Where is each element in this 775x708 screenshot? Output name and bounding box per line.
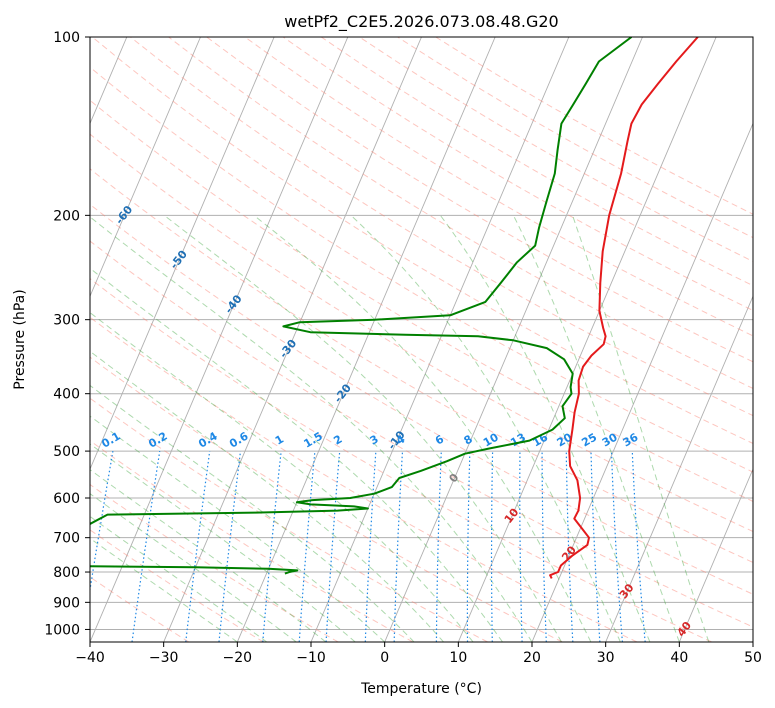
- mixing-ratio-line: [218, 451, 242, 642]
- dry-adiabat-line: [91, 37, 753, 445]
- y-tick-label: 200: [53, 208, 80, 224]
- moist-adiabat-line: [90, 493, 297, 642]
- dry-adiabat-line: [90, 99, 753, 502]
- isotherm-line: [163, 37, 422, 642]
- moist-adiabat-line: [90, 267, 503, 642]
- moist-adiabat-line: [90, 350, 444, 642]
- y-tick-label: 100: [53, 30, 80, 46]
- x-tick-label: −40: [75, 650, 105, 666]
- isotherm-line: [90, 37, 275, 471]
- y-tick-label: 600: [53, 491, 80, 507]
- moist-adiabat-line: [90, 311, 474, 642]
- x-tick-label: 20: [523, 650, 541, 666]
- isotherm-line: [531, 122, 753, 642]
- pressure-gridlines: [90, 37, 753, 630]
- isotherm-line: [605, 295, 753, 642]
- x-tick-label: −10: [296, 650, 326, 666]
- y-tick-label: 1000: [44, 622, 80, 638]
- x-tick-label: 40: [670, 650, 688, 666]
- y-tick-label: 300: [53, 313, 80, 329]
- isotherm-line: [90, 37, 201, 298]
- x-tick-label: −30: [149, 650, 179, 666]
- moist-adiabat-line: [163, 214, 562, 642]
- moist-adiabat-line: [90, 537, 238, 642]
- mixing-ratio-line: [298, 451, 316, 642]
- dry-adiabat-line: [168, 37, 753, 389]
- x-tick-label: 50: [744, 650, 762, 666]
- dewpoint-profile: [90, 37, 633, 575]
- dry-adiabat-line: [90, 278, 712, 642]
- dry-adiabat-line: [90, 483, 339, 642]
- dry-adiabat-line: [130, 37, 753, 417]
- isotherm-line: [236, 37, 496, 642]
- x-tick-label: 0: [380, 650, 389, 666]
- y-tick-label: 900: [53, 595, 80, 611]
- y-axis-label: Pressure (hPa): [12, 289, 28, 389]
- isotherms: [90, 37, 753, 642]
- mixing-ratio-line: [131, 451, 161, 642]
- profile-series: [90, 37, 699, 579]
- dry-adiabat-line: [90, 240, 753, 628]
- moist-adiabats: [90, 214, 710, 642]
- dry-adiabat-line: [244, 37, 753, 337]
- x-tick-label: −20: [223, 650, 253, 666]
- dry-adiabat-line: [90, 133, 753, 533]
- isotherm-line: [310, 37, 570, 642]
- x-tick-label: 30: [597, 650, 615, 666]
- moist-adiabat-line: [253, 214, 592, 642]
- y-tick-label: 800: [53, 565, 80, 581]
- moist-adiabat-line: [90, 216, 533, 642]
- dry-adiabat-line: [90, 529, 264, 642]
- x-axis-label: Temperature (°C): [360, 681, 482, 697]
- moist-adiabat-line: [90, 443, 356, 642]
- mixing-ratio-lines: [90, 450, 646, 642]
- x-tick-label: 10: [449, 650, 467, 666]
- moist-adiabat-line: [439, 215, 651, 642]
- moist-adiabat-line: [90, 415, 386, 642]
- dry-adiabats: [90, 37, 753, 642]
- dry-adiabat-line: [90, 168, 753, 563]
- mixing-ratio-line: [90, 450, 114, 594]
- chart-title: wetPf2_C2E5.2026.073.08.48.G20: [284, 12, 558, 32]
- y-tick-label: 700: [53, 531, 80, 547]
- x-axis-ticks: −40 −30 −20 −10 0 10 20 30 40 50: [75, 642, 762, 666]
- isotherm-line: [90, 37, 349, 642]
- moist-adiabat-line: [90, 515, 268, 642]
- dry-adiabat-line: [90, 316, 638, 642]
- dry-adiabat-line: [90, 203, 753, 595]
- mixing-ratio-line: [185, 451, 211, 642]
- temperature-profile: [549, 37, 699, 579]
- moist-adiabat-line: [572, 215, 710, 642]
- dry-adiabat-line: [90, 356, 563, 642]
- y-tick-label: 400: [53, 387, 80, 403]
- isotherm-line: [678, 467, 753, 642]
- moist-adiabat-line: [512, 215, 680, 642]
- isotherm-line: [457, 37, 717, 642]
- moist-adiabat-line: [90, 384, 415, 642]
- mixing-ratio-labels: 0.1 0.2 0.4 0.6 1 1.5 2 3 4 6 8 10 13 16 20 25 30 36: [99, 429, 640, 450]
- moist-adiabat-line: [350, 214, 621, 642]
- mixing-ratio-line: [631, 451, 646, 642]
- mixing-ratio-line: [262, 451, 282, 642]
- y-axis-ticks: 100 200 300 400 500 600 700 800 900 1000: [44, 30, 90, 638]
- dry-adiabat-line: [282, 37, 753, 312]
- plot-frame: [89, 36, 754, 643]
- y-tick-label: 500: [53, 444, 80, 460]
- moist-adiabat-line: [90, 469, 327, 642]
